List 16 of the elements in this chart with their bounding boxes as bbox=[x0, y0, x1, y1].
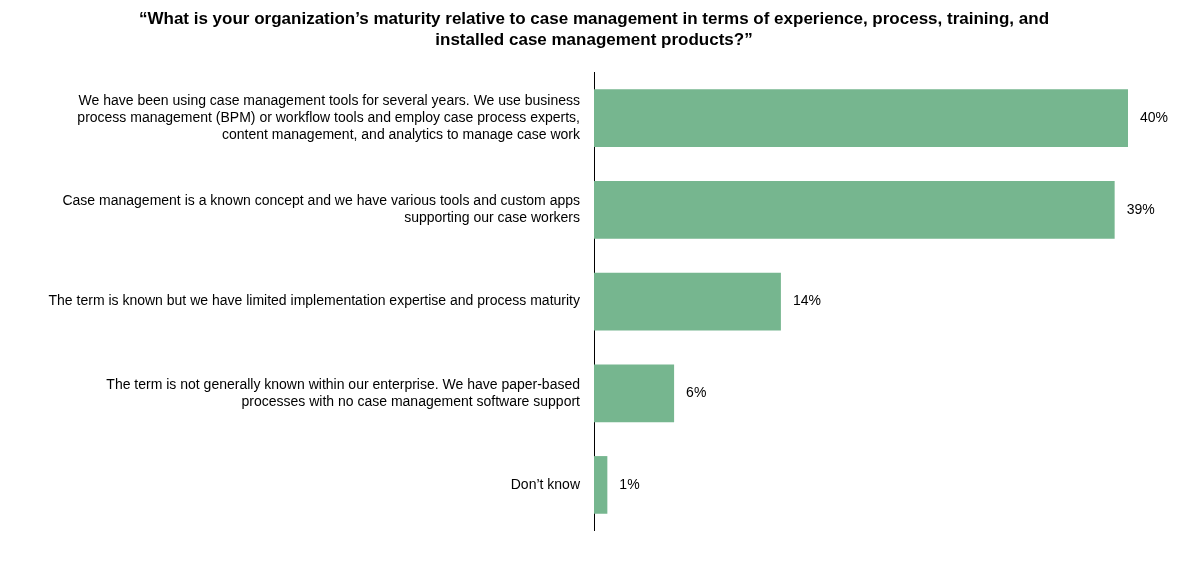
y-tick-label: We have been using case management tools for several years. We use business process management (BPM) or workflow tools and employ case process experts, content management, and analytics to manage case work bbox=[77, 92, 581, 142]
bar bbox=[594, 456, 608, 514]
data-label: 1% bbox=[619, 475, 640, 492]
data-label: 14% bbox=[792, 292, 821, 309]
bar bbox=[594, 181, 1115, 239]
y-tick-label: Don’t know bbox=[510, 475, 581, 492]
data-label: 40% bbox=[1140, 109, 1169, 126]
bar bbox=[594, 364, 675, 423]
data-label: 39% bbox=[1126, 200, 1155, 217]
y-tick-label: The term is not generally known within our enterprise. We have paper-based processes with no case management software support bbox=[106, 375, 581, 409]
bar bbox=[594, 272, 781, 331]
y-tick-label: The term is known but we have limited implementation expertise and process maturity bbox=[48, 292, 580, 309]
chart-title: “What is your organization’s maturity relative to case management in terms of experience, process, training, and installed case management products?” bbox=[137, 8, 1051, 50]
y-tick-label: Case management is a known concept and we have various tools and custom apps supporting our case workers bbox=[62, 192, 580, 226]
data-label: 6% bbox=[686, 384, 707, 401]
bar bbox=[594, 89, 1128, 148]
